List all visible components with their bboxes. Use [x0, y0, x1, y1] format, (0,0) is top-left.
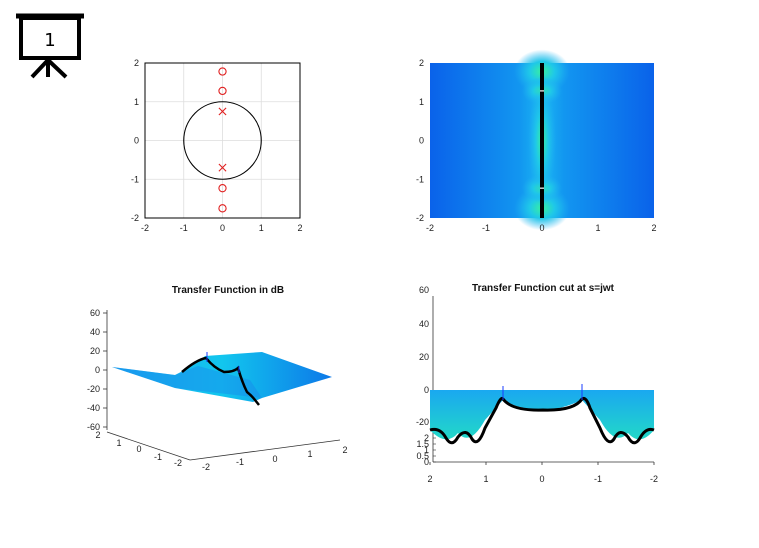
x-tick-label: 2: [427, 474, 432, 484]
x-tick-label: 0: [539, 223, 544, 233]
chart-title: Transfer Function in dB: [172, 285, 284, 296]
y-tick-label: -20: [416, 417, 429, 427]
y-tick-label: -1: [154, 452, 162, 462]
cut-surface: [430, 390, 654, 440]
x-tick-label: -2: [650, 474, 658, 484]
x-tick-label: -2: [141, 223, 149, 233]
x-axis: [189, 439, 341, 461]
x-tick-label: -1: [180, 223, 188, 233]
unit-circle: [183, 101, 262, 180]
y-tick-label: -2: [174, 458, 182, 468]
z-tick-label: 0: [95, 365, 100, 375]
y-tick-label: 2: [419, 58, 424, 68]
presentation-board-icon[interactable]: 1: [16, 13, 84, 79]
y-tick-label: 40: [419, 319, 429, 329]
x-tick-label: 0: [539, 474, 544, 484]
x-tick-label: -2: [202, 462, 210, 472]
surface-patch: [112, 352, 332, 402]
x-tick-label: -1: [236, 457, 244, 467]
y-tick-label: 20: [419, 352, 429, 362]
y-tick-label: 0: [424, 385, 429, 395]
y-tick-label: 2: [134, 58, 139, 68]
y-tick-label: 1: [134, 97, 139, 107]
transfer-cut-plot: Transfer Function cut at s=jwt6040200-20…: [416, 283, 658, 484]
y-tick-label: -2: [416, 213, 424, 223]
x-tick-label: 1: [483, 474, 488, 484]
y-tick-label: -1: [416, 174, 424, 184]
z-tick-label: 60: [90, 308, 100, 318]
zero-marker: [218, 184, 227, 193]
small-tick-label: 1: [424, 445, 429, 455]
x-tick-label: 2: [342, 445, 347, 455]
slide-number: 1: [44, 30, 55, 51]
small-tick-label: 0.5: [416, 451, 429, 461]
z-tick-label: -40: [87, 403, 100, 413]
small-tick-label: 0: [424, 457, 429, 467]
small-tick-label: 2: [424, 433, 429, 443]
z-tick-label: 40: [90, 327, 100, 337]
zero-marker: [218, 204, 227, 213]
x-tick-label: 0: [272, 454, 277, 464]
x-tick-label: 2: [297, 223, 302, 233]
x-tick-label: 2: [651, 223, 656, 233]
x-tick-label: -1: [594, 474, 602, 484]
small-tick-label: 1.5: [416, 439, 429, 449]
y-tick-label: 0: [136, 444, 141, 454]
zero-marker: [218, 86, 227, 96]
y-tick-label: -2: [131, 213, 139, 223]
x-tick-label: -2: [426, 223, 434, 233]
magnitude-heatmap: -2-2 -1 -1 0 0 1 1 2 2: [416, 49, 657, 233]
x-tick-label: -1: [482, 223, 490, 233]
y-tick-label: 0: [134, 136, 139, 146]
x-tick-label: 0: [220, 223, 225, 233]
x-tick-label: 1: [259, 223, 264, 233]
y-tick-label: 1: [419, 97, 424, 107]
axes-box: [144, 62, 301, 219]
jw-curve: [181, 356, 260, 406]
y-tick-label: -1: [131, 174, 139, 184]
z-tick-label: 20: [90, 346, 100, 356]
z-tick-label: -20: [87, 384, 100, 394]
pole-zero-plot: -2-2 -1 -1 0 0 1 1 2 2: [131, 58, 303, 233]
x-tick-label: 1: [595, 223, 600, 233]
y-axis: [106, 431, 191, 461]
z-tick-label: -60: [87, 422, 100, 432]
pole-marker: [218, 107, 227, 116]
surface-3d-plot: Transfer Function in dB6040200-20-40-602…: [87, 285, 348, 472]
chart-title: Transfer Function cut at s=jwt: [472, 283, 615, 294]
y-tick-label: 1: [116, 438, 121, 448]
y-tick-label: 2: [95, 430, 100, 440]
zero-marker: [218, 67, 227, 76]
y-tick-label: 60: [419, 285, 429, 295]
surface-shade: [112, 366, 262, 398]
jw-curve: [429, 396, 655, 445]
pole-marker: [218, 163, 227, 172]
y-tick-label: 0: [419, 136, 424, 146]
x-tick-label: 1: [307, 449, 312, 459]
